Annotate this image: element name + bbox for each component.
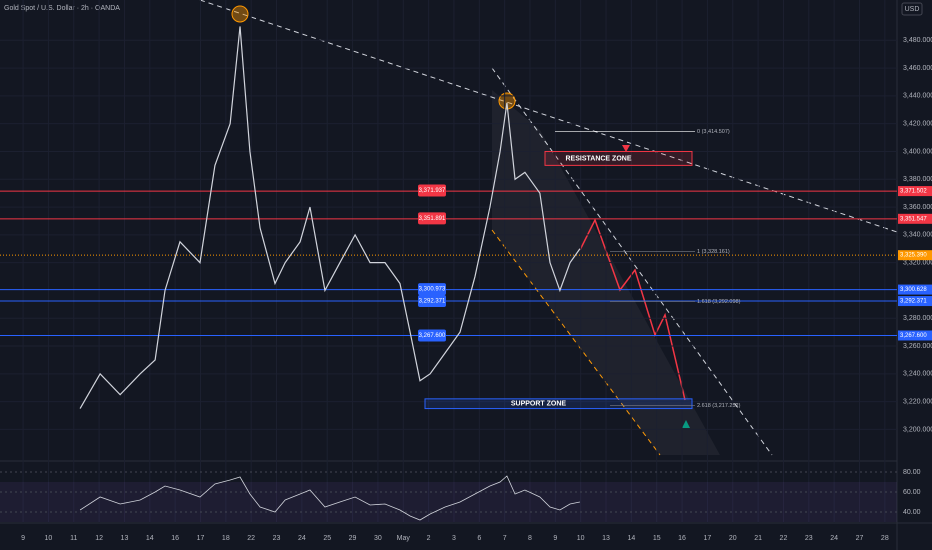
rsi-tick-label: 60.00 — [903, 489, 921, 496]
rsi-tick-label: 40.00 — [903, 509, 921, 516]
x-tick-label: 11 — [70, 535, 77, 542]
y-tick-label: 3,280.000 — [903, 315, 932, 322]
projection-arrow — [579, 218, 686, 401]
x-tick-label: 30 — [374, 535, 382, 542]
zone — [424, 398, 693, 410]
level-tag — [898, 296, 932, 307]
arrow-up — [682, 420, 690, 428]
y-tick-label: 3,340.000 — [903, 232, 932, 239]
marker-box — [418, 329, 446, 342]
level-tag — [898, 284, 932, 295]
marker-label: 3,351.891 — [419, 216, 446, 222]
marker-label: 3,267.600 — [419, 333, 446, 339]
level-label: 3,292.371 — [900, 299, 927, 305]
y-tick-label: 3,480.000 — [903, 37, 932, 44]
arrow-down — [622, 145, 630, 152]
x-tick-label: 25 — [323, 535, 331, 542]
y-tick-label: 3,460.000 — [903, 65, 932, 72]
level-tag — [898, 186, 932, 197]
x-tick-label: 16 — [678, 535, 686, 542]
fib-label: 1.618 (3,292.098) — [697, 299, 741, 305]
x-tick-label: 15 — [653, 535, 661, 542]
y-tick-label: 3,360.000 — [903, 204, 932, 211]
price-line — [79, 26, 581, 409]
x-tick-label: 14 — [146, 535, 154, 542]
x-tick-label: 27 — [856, 535, 864, 542]
x-tick-label: 12 — [95, 535, 103, 542]
marker-box — [418, 184, 446, 197]
marker-label: 3,300.973 — [419, 287, 446, 293]
level-label: 3,267.600 — [900, 333, 927, 339]
currency[interactable]: USD — [905, 6, 920, 13]
x-tick-label: 8 — [528, 535, 532, 542]
level-tag — [898, 213, 932, 224]
level-label: 3,300.628 — [900, 287, 927, 293]
rsi-tick-label: 80.00 — [903, 469, 921, 476]
y-tick-label: 3,400.000 — [903, 148, 932, 155]
x-tick-label: 18 — [222, 535, 230, 542]
x-tick-label: 28 — [881, 535, 889, 542]
x-tick-label: 22 — [780, 535, 788, 542]
x-tick-label: 2 — [427, 535, 431, 542]
rsi-band — [0, 482, 897, 522]
zone — [544, 150, 693, 166]
x-tick-label: 21 — [754, 535, 762, 542]
x-tick-label: 22 — [247, 535, 255, 542]
level-tag — [898, 330, 932, 341]
y-tick-label: 3,320.000 — [903, 260, 932, 267]
y-tick-label: 3,380.000 — [903, 176, 932, 183]
x-tick-label: 13 — [602, 535, 610, 542]
x-tick-label: 9 — [21, 535, 25, 542]
x-tick-label: 3 — [452, 535, 456, 542]
x-tick-label: 10 — [45, 535, 53, 542]
x-tick-label: 16 — [171, 535, 179, 542]
x-tick-label: 17 — [704, 535, 712, 542]
level-tag — [898, 250, 932, 261]
marker-box — [418, 295, 446, 308]
y-tick-label: 3,420.000 — [903, 121, 932, 128]
x-tick-label: May — [397, 535, 411, 542]
x-tick-label: 24 — [298, 535, 306, 542]
marker-box — [418, 283, 446, 296]
x-tick-label: 13 — [121, 535, 129, 542]
chart-title: Gold Spot / U.S. Dollar · 2h · OANDA — [4, 5, 120, 12]
x-tick-label: 14 — [627, 535, 635, 542]
y-tick-label: 3,240.000 — [903, 371, 932, 378]
channel-line — [491, 229, 661, 456]
level-label: 3,325.390 — [900, 253, 927, 259]
x-tick-label: 23 — [805, 535, 813, 542]
marker-box — [418, 212, 446, 225]
level-label: 3,371.502 — [900, 189, 927, 195]
level-label: 3,351.547 — [900, 216, 927, 222]
fib-label: 2.618 (3,217.252) — [697, 403, 741, 409]
x-tick-label: 23 — [273, 535, 281, 542]
y-tick-label: 3,220.000 — [903, 398, 932, 405]
x-tick-label: 7 — [503, 535, 507, 542]
rsi-line — [79, 475, 580, 521]
x-tick-label: 17 — [197, 535, 205, 542]
marker-label: 3,292.371 — [419, 299, 446, 305]
y-tick-label: 3,260.000 — [903, 343, 932, 350]
zone-label: SUPPORT ZONE — [511, 401, 567, 408]
x-tick-label: 24 — [830, 535, 838, 542]
x-tick-label: 29 — [349, 535, 357, 542]
x-tick-label: 6 — [477, 535, 481, 542]
trendline — [199, 0, 898, 233]
currency-box[interactable] — [901, 2, 923, 16]
fib-label: 0 (3,414.507) — [697, 129, 730, 135]
y-tick-label: 3,200.000 — [903, 426, 932, 433]
zone-label: RESISTANCE ZONE — [566, 155, 632, 162]
x-tick-label: 9 — [553, 535, 557, 542]
trendline — [491, 67, 773, 456]
fib-label: 1 (3,328.161) — [697, 249, 730, 255]
y-tick-label: 3,440.000 — [903, 93, 932, 100]
x-tick-label: 20 — [729, 535, 737, 542]
x-tick-label: 10 — [577, 535, 585, 542]
pivot-marker — [231, 5, 249, 23]
marker-label: 3,371.937 — [419, 188, 446, 194]
